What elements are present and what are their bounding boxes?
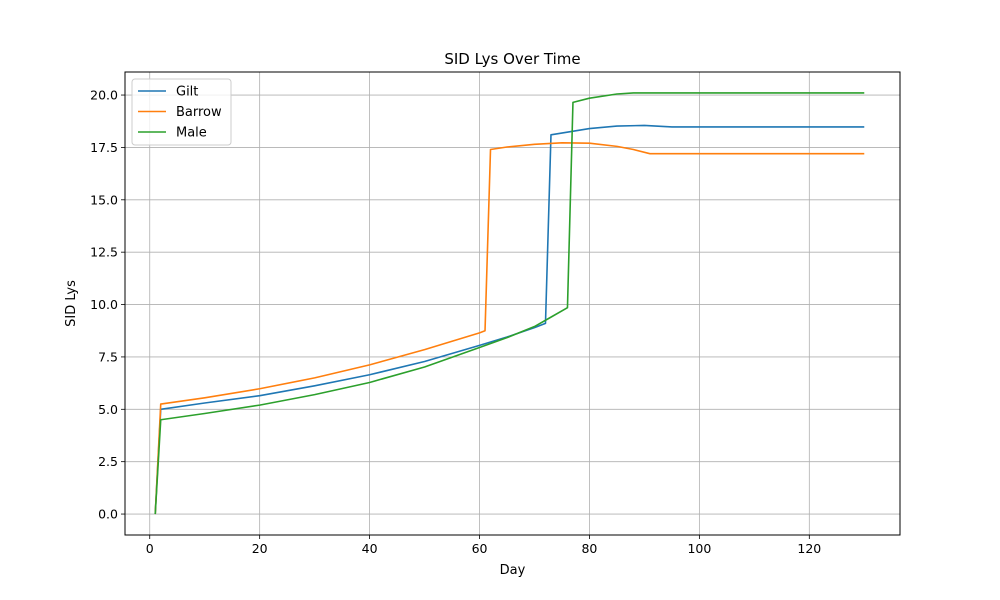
x-tick-label: 40	[362, 541, 378, 556]
y-tick-label: 10.0	[90, 297, 118, 312]
y-tick-label: 7.5	[98, 349, 118, 364]
plot-frame	[124, 71, 901, 536]
y-tick-label: 17.5	[90, 140, 118, 155]
y-tick-label: 15.0	[90, 192, 118, 207]
legend-label-male: Male	[176, 126, 207, 141]
legend-label-barrow: Barrow	[176, 105, 222, 120]
x-tick-label: 100	[687, 541, 711, 556]
y-tick-label: 0.0	[98, 507, 118, 522]
x-tick-label: 20	[252, 541, 268, 556]
series-lines	[154, 92, 865, 515]
y-axis-label: SID Lys	[64, 280, 79, 327]
x-axis-ticks: 0 20 40 60 80 100 120	[146, 535, 821, 556]
y-tick-label: 20.0	[90, 88, 118, 103]
series-line-barrow	[154, 142, 865, 515]
x-tick-label: 0	[146, 541, 154, 556]
legend: Gilt Barrow Male	[131, 78, 232, 146]
x-axis-label: Day	[500, 563, 526, 578]
y-tick-label: 5.0	[98, 402, 118, 417]
x-tick-label: 120	[797, 541, 821, 556]
y-tick-label: 12.5	[90, 245, 118, 260]
series-line-male	[154, 92, 865, 515]
x-tick-label: 60	[472, 541, 488, 556]
grid	[125, 72, 900, 535]
series-line-gilt	[154, 124, 865, 515]
y-tick-label: 2.5	[98, 454, 118, 469]
y-axis-ticks: 0.0 2.5 5.0 7.5 10.0 12.5 15.0 17.5 20.0	[90, 88, 125, 522]
legend-box	[131, 78, 232, 146]
chart-title: SID Lys Over Time	[444, 50, 580, 68]
x-tick-label: 80	[581, 541, 597, 556]
legend-label-gilt: Gilt	[176, 85, 198, 100]
